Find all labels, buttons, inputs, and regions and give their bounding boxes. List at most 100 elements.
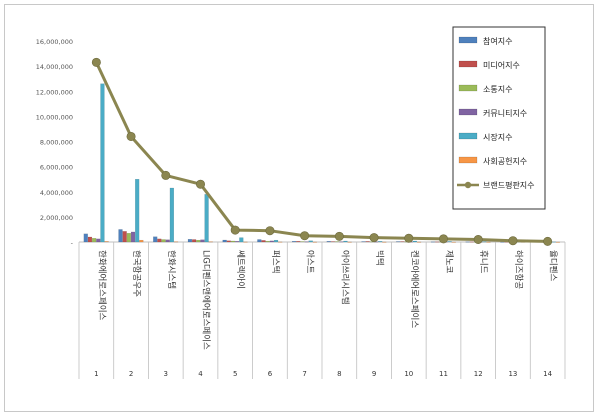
bar [382, 241, 387, 243]
legend-label: 사회공헌지수 [483, 157, 527, 166]
bar [165, 239, 170, 243]
category-index: 2 [129, 370, 133, 378]
line-point [334, 231, 344, 241]
bar [412, 240, 417, 243]
bar [87, 236, 93, 243]
legend-swatch [458, 36, 478, 44]
line-point [196, 179, 206, 189]
bar [200, 239, 205, 243]
category-index: 1 [94, 370, 98, 378]
bar [482, 241, 487, 243]
bar [226, 240, 231, 243]
bar [130, 231, 136, 243]
labels: - 2,000,000 4,000,000 6,000,000 8,000,000 10,… [36, 38, 558, 378]
line-point [161, 170, 171, 180]
category-index: 7 [302, 370, 306, 378]
bar [273, 239, 279, 243]
bar [347, 241, 352, 243]
bar [173, 241, 179, 243]
line-series [94, 61, 548, 243]
bar [551, 241, 556, 243]
category-index: 3 [164, 370, 168, 378]
bar [92, 238, 97, 243]
category-index: 10 [404, 370, 413, 378]
y-tick-label: 12,000,000 [36, 88, 73, 96]
legend-swatch [458, 60, 478, 68]
category-label: 하이즈항공 [513, 250, 524, 289]
line-point [91, 57, 101, 67]
bar [83, 233, 88, 243]
legend-swatch [458, 156, 478, 164]
bar [157, 238, 162, 243]
y-tick-label: 8,000,000 [40, 139, 73, 147]
category-label: 한국항공우주 [131, 250, 141, 297]
category-label: 한화에어로스페이스 [96, 250, 107, 321]
bar [161, 239, 166, 243]
category-label: 제노코 [444, 250, 454, 274]
category-label: LIG디펜스앤에어로스페이스 [201, 250, 212, 350]
bar [465, 241, 470, 243]
trend-line [91, 57, 553, 246]
bar [257, 239, 262, 243]
bar [100, 83, 105, 243]
line-point [265, 226, 275, 236]
bar [278, 241, 283, 243]
legend-label: 시장지수 [483, 132, 512, 142]
bar [243, 241, 248, 243]
category-label: 쎄트렉아이 [235, 250, 246, 289]
bar [122, 231, 127, 243]
line-point [543, 236, 553, 246]
line-point [230, 225, 240, 235]
bar [378, 241, 383, 243]
y-tick-label: 16,000,000 [36, 38, 73, 46]
bar [396, 241, 401, 243]
bar [239, 237, 244, 243]
bar [330, 241, 336, 243]
bar [469, 241, 474, 243]
bar [416, 241, 422, 243]
category-index: 4 [198, 370, 203, 378]
bar [500, 241, 505, 243]
bar [361, 241, 366, 243]
legend-swatch [458, 84, 478, 92]
category-label: 아이쓰리시스템 [339, 250, 350, 305]
category-index: 8 [337, 370, 341, 378]
bar [222, 239, 227, 243]
bar [447, 241, 452, 243]
bar [430, 241, 436, 243]
y-tick-label: 10,000,000 [36, 113, 73, 121]
category-index: 5 [233, 370, 237, 378]
category-label: 켄코아에어로스페이스 [409, 250, 420, 328]
line-point [369, 233, 379, 243]
axes [78, 241, 566, 379]
bar [300, 241, 305, 243]
line-point [404, 233, 414, 243]
category-label: 휴니드 [478, 250, 489, 274]
category-index: 11 [439, 370, 448, 378]
legend-swatch [458, 132, 478, 140]
bar [291, 241, 297, 243]
category-label: 한화시스템 [166, 250, 177, 289]
legend-label: 참여지수 [483, 36, 512, 46]
bar [235, 241, 240, 243]
category-index: 12 [474, 370, 483, 378]
category-label: 아스트 [305, 250, 316, 274]
bar [451, 241, 456, 243]
chart-svg: - 2,000,000 4,000,000 6,000,000 8,000,000 10,… [36, 26, 566, 379]
bar [153, 236, 158, 243]
y-tick-label: 2,000,000 [40, 214, 73, 222]
y-tick-label: - [71, 239, 74, 247]
legend-swatch [458, 108, 478, 116]
line-point [438, 234, 448, 244]
y-tick-label: 6,000,000 [40, 164, 73, 172]
bar [400, 241, 405, 243]
y-tick-label: 4,000,000 [40, 189, 73, 197]
bar [326, 241, 331, 243]
category-index: 13 [508, 370, 517, 378]
bar [296, 241, 301, 243]
category-index: 6 [268, 370, 273, 378]
legend-label: 미디어지수 [483, 60, 520, 70]
bar [126, 233, 131, 243]
bar [139, 239, 144, 243]
